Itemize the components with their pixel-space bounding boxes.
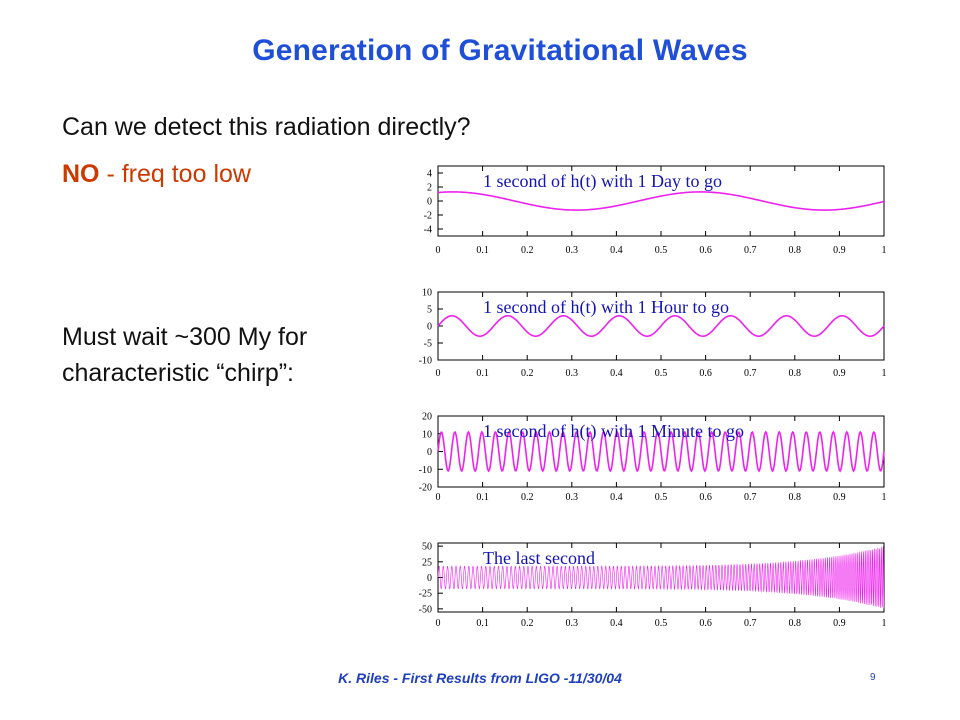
waveform-series xyxy=(437,314,885,338)
question-text: Can we detect this radiation directly? xyxy=(62,113,471,141)
answer-no: NO xyxy=(62,160,100,188)
y-tick-label: 50 xyxy=(422,542,432,553)
x-tick-label: 0.5 xyxy=(655,618,668,629)
x-tick-label: 0.9 xyxy=(833,368,846,379)
y-tick-label: -10 xyxy=(419,356,432,367)
x-tick-label: 0.8 xyxy=(789,368,802,379)
x-tick-label: 0.7 xyxy=(744,492,757,503)
x-tick-label: 0.9 xyxy=(833,492,846,503)
x-tick-label: 0.4 xyxy=(610,368,623,379)
y-tick-label: -20 xyxy=(419,483,432,494)
y-tick-label: 4 xyxy=(427,169,432,180)
x-tick-label: 0.5 xyxy=(655,368,668,379)
x-tick-label: 1 xyxy=(882,368,887,379)
x-tick-label: 0.7 xyxy=(744,245,757,256)
x-tick-label: 0.9 xyxy=(833,618,846,629)
x-tick-label: 0.3 xyxy=(566,618,579,629)
plot-title: The last second xyxy=(483,548,595,568)
y-tick-label: 5 xyxy=(427,305,432,316)
y-tick-label: -10 xyxy=(419,465,432,476)
y-tick-label: -4 xyxy=(424,225,432,236)
x-tick-label: 0.3 xyxy=(566,245,579,256)
chart-panel-4: 0 0.1 0.2 0.3 0.4 0.5 0.6 0.7 0.8 0.9 1 50 25 0 -25 -50… xyxy=(419,542,887,629)
x-tick-label: 0.8 xyxy=(789,492,802,503)
x-tick-label: 0 xyxy=(436,618,441,629)
x-tick-label: 0.1 xyxy=(476,245,489,256)
x-tick-label: 0.1 xyxy=(476,618,489,629)
page-number: 9 xyxy=(870,672,876,683)
y-tick-label: -5 xyxy=(424,339,432,350)
x-tick-label: 1 xyxy=(882,492,887,503)
x-tick-label: 0.6 xyxy=(699,368,712,379)
x-tick-label: 0.9 xyxy=(833,245,846,256)
x-tick-label: 1 xyxy=(882,245,887,256)
x-tick-label: 0.8 xyxy=(789,245,802,256)
x-tick-label: 0.7 xyxy=(744,618,757,629)
x-tick-label: 0.7 xyxy=(744,368,757,379)
y-tick-label: -25 xyxy=(419,589,432,600)
y-tick-label: 2 xyxy=(427,183,432,194)
x-tick-label: 0.2 xyxy=(521,492,534,503)
x-tick-label: 0.2 xyxy=(521,618,534,629)
waveform-series xyxy=(437,430,885,473)
y-tick-label: 0 xyxy=(427,573,432,584)
plot-title: 1 second of h(t) with 1 Day to go xyxy=(483,171,722,192)
x-tick-label: 0.6 xyxy=(699,492,712,503)
slide-title: Generation of Gravitational Waves xyxy=(252,34,748,67)
footer-text: K. Riles - First Results from LIGO -11/3… xyxy=(338,670,622,686)
x-tick-label: 0 xyxy=(436,245,441,256)
chart-panel-1: 0 0.1 0.2 0.3 0.4 0.5 0.6 0.7 0.8 0.9 1 4 2 0 -2 -4 1 se… xyxy=(424,165,887,256)
x-tick-label: 0.5 xyxy=(655,492,668,503)
answer-reason: - freq too low xyxy=(99,160,251,188)
wait-text-line1: Must wait ~300 My for xyxy=(62,323,308,351)
waveform-series xyxy=(437,191,885,211)
y-tick-label: 10 xyxy=(422,429,432,440)
x-tick-label: 0.4 xyxy=(610,245,623,256)
x-tick-label: 0.3 xyxy=(566,368,579,379)
x-tick-label: 0.6 xyxy=(699,245,712,256)
x-tick-label: 0.1 xyxy=(476,368,489,379)
x-tick-label: 0.6 xyxy=(699,618,712,629)
x-tick-label: 0.1 xyxy=(476,492,489,503)
y-tick-label: -2 xyxy=(424,211,432,222)
x-tick-label: 0 xyxy=(436,368,441,379)
plot-title: 1 second of h(t) with 1 Hour to go xyxy=(483,297,729,318)
x-tick-label: 1 xyxy=(882,618,887,629)
wait-text-line2: characteristic “chirp”: xyxy=(62,359,294,387)
y-tick-label: 25 xyxy=(422,557,432,568)
answer-text: NO - freq too low xyxy=(62,160,251,189)
x-tick-label: 0.3 xyxy=(566,492,579,503)
x-tick-label: 0.2 xyxy=(521,368,534,379)
x-tick-label: 0.4 xyxy=(610,492,623,503)
y-tick-label: 10 xyxy=(422,288,432,299)
x-tick-label: 0.4 xyxy=(610,618,623,629)
chart-panel-3: 0 0.1 0.2 0.3 0.4 0.5 0.6 0.7 0.8 0.9 1 20 10 0 -10 -20… xyxy=(419,412,887,504)
y-tick-label: 0 xyxy=(427,322,432,333)
y-tick-label: 0 xyxy=(427,447,432,458)
y-tick-label: 20 xyxy=(422,412,432,423)
x-tick-label: 0 xyxy=(436,492,441,503)
x-tick-label: 0.2 xyxy=(521,245,534,256)
plot-title: 1 second of h(t) with 1 Minute to go xyxy=(483,421,744,442)
x-tick-label: 0.8 xyxy=(789,618,802,629)
chart-panel-2: 0 0.1 0.2 0.3 0.4 0.5 0.6 0.7 0.8 0.9 1 10 5 0 -5 -10 1 … xyxy=(419,288,887,380)
y-tick-label: -50 xyxy=(419,604,432,615)
waveform-series xyxy=(437,546,885,609)
x-tick-label: 0.5 xyxy=(655,245,668,256)
y-tick-label: 0 xyxy=(427,197,432,208)
